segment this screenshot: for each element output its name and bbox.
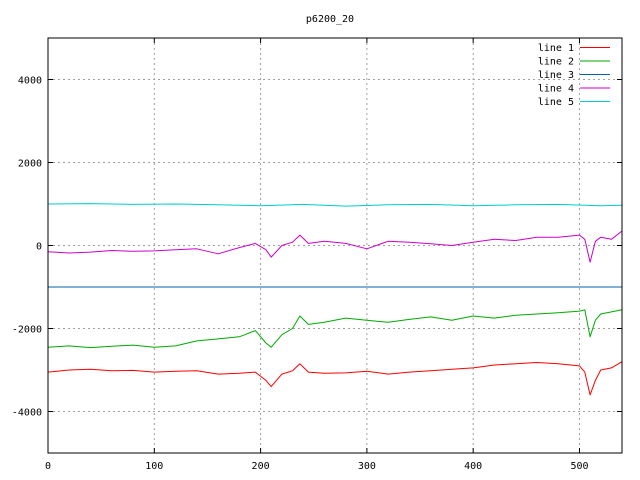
y-tick-label: -2000 — [12, 325, 42, 336]
x-tick-label: 300 — [358, 461, 376, 472]
x-tick-label: 0 — [45, 461, 51, 472]
y-tick-label: 2000 — [18, 159, 42, 170]
y-tick-label: 4000 — [18, 76, 42, 87]
y-tick-label: -4000 — [12, 408, 42, 419]
plot-frame — [47, 37, 623, 454]
chart-title: p6200_20 — [306, 14, 354, 25]
legend-label: line 5 — [538, 97, 574, 108]
series-lines — [47, 203, 623, 396]
x-tick-label: 500 — [570, 461, 588, 472]
y-tick-label: 0 — [36, 242, 42, 253]
x-tick-label: 200 — [252, 461, 270, 472]
series-line-1 — [47, 361, 623, 396]
plot-border — [47, 37, 623, 454]
series-line-2 — [47, 309, 623, 349]
legend-label: line 1 — [538, 43, 574, 54]
legend-label: line 4 — [538, 84, 574, 95]
series-line-4 — [47, 230, 623, 263]
x-tick-label: 400 — [464, 461, 482, 472]
legend-label: line 3 — [538, 70, 574, 81]
x-tick-label: 100 — [145, 461, 163, 472]
legend-label: line 2 — [538, 57, 574, 68]
tick-labels: 0 100 200 300 400 500 -4000 -2000 0 2000 4000 — [12, 76, 589, 473]
series-line-5 — [47, 203, 623, 207]
grid-lines — [48, 38, 622, 453]
legend: line 1 line 2 line 3 line 4 line 5 — [538, 43, 610, 108]
